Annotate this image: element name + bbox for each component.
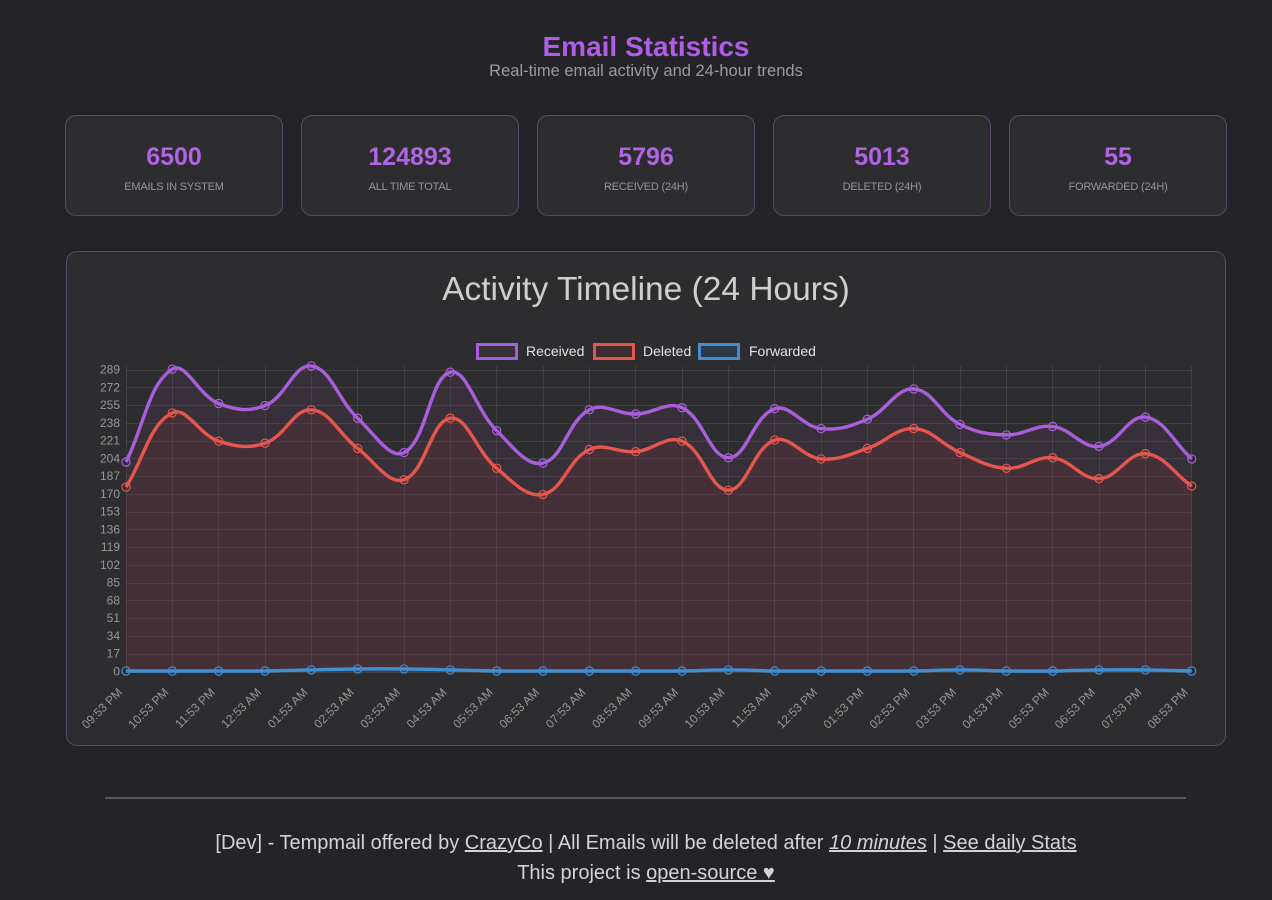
svg-text:68: 68: [107, 594, 121, 608]
svg-text:02:53 AM: 02:53 AM: [311, 685, 357, 731]
svg-text:07:53 PM: 07:53 PM: [1098, 685, 1144, 731]
svg-text:10:53 PM: 10:53 PM: [125, 685, 171, 731]
svg-text:12:53 PM: 12:53 PM: [774, 685, 820, 731]
svg-text:12:53 AM: 12:53 AM: [218, 685, 264, 731]
svg-text:102: 102: [100, 558, 120, 572]
svg-text:07:53 AM: 07:53 AM: [543, 685, 589, 731]
svg-text:03:53 AM: 03:53 AM: [357, 685, 403, 731]
svg-text:09:53 AM: 09:53 AM: [635, 685, 681, 731]
svg-text:255: 255: [100, 398, 120, 412]
svg-text:34: 34: [107, 629, 121, 643]
svg-text:0: 0: [113, 665, 120, 679]
svg-text:119: 119: [101, 540, 120, 554]
svg-text:01:53 AM: 01:53 AM: [265, 685, 311, 731]
svg-text:04:53 AM: 04:53 AM: [404, 685, 450, 731]
svg-text:01:53 PM: 01:53 PM: [820, 685, 866, 731]
svg-text:08:53 PM: 08:53 PM: [1145, 685, 1191, 731]
svg-text:51: 51: [107, 611, 121, 625]
svg-text:187: 187: [100, 469, 120, 483]
svg-text:08:53 AM: 08:53 AM: [589, 685, 635, 731]
svg-text:272: 272: [100, 380, 120, 394]
svg-text:02:53 PM: 02:53 PM: [867, 685, 913, 731]
svg-text:05:53 AM: 05:53 AM: [450, 685, 496, 731]
svg-text:06:53 AM: 06:53 AM: [496, 685, 542, 731]
svg-text:09:53 PM: 09:53 PM: [79, 685, 125, 731]
svg-text:04:53 PM: 04:53 PM: [959, 685, 1005, 731]
svg-text:204: 204: [100, 451, 120, 465]
svg-text:136: 136: [100, 522, 120, 536]
svg-text:11:53 AM: 11:53 AM: [729, 685, 774, 730]
svg-text:289: 289: [100, 363, 120, 377]
svg-text:221: 221: [100, 434, 120, 448]
svg-text:03:53 PM: 03:53 PM: [913, 685, 959, 731]
svg-text:05:53 PM: 05:53 PM: [1006, 685, 1052, 731]
svg-text:238: 238: [100, 416, 120, 430]
svg-text:170: 170: [100, 487, 120, 501]
svg-text:06:53 PM: 06:53 PM: [1052, 685, 1098, 731]
svg-text:10:53 AM: 10:53 AM: [682, 685, 728, 731]
svg-text:17: 17: [107, 647, 121, 661]
svg-text:11:53 PM: 11:53 PM: [172, 685, 218, 731]
svg-text:153: 153: [100, 505, 120, 519]
svg-text:85: 85: [107, 576, 121, 590]
